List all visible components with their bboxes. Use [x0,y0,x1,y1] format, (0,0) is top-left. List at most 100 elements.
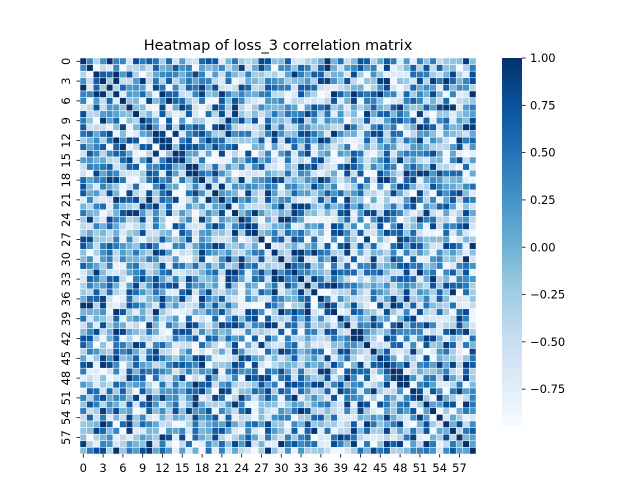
heatmap-cell [455,407,464,415]
heatmap-cell [152,334,160,343]
heatmap-cell [264,361,272,369]
heatmap-cell [422,387,431,395]
heatmap-cell [343,387,351,395]
heatmap-cell [403,57,411,65]
heatmap-cell [436,387,444,395]
heatmap-cell [112,414,120,422]
heatmap-cell [455,189,464,197]
heatmap-cell [271,348,279,356]
heatmap-cell [284,348,292,356]
heatmap-cell [330,103,338,112]
heatmap-cell [191,77,200,85]
heatmap-cell [449,209,457,217]
heatmap-cell [198,64,206,72]
y-tick-label: 12 [59,133,73,148]
heatmap-cell [112,150,120,158]
heatmap-cell [191,341,200,349]
heatmap-cell [277,447,285,455]
heatmap-cell [317,414,325,422]
heatmap-cell [376,374,384,382]
heatmap-cell [238,275,246,283]
heatmap-cell [125,57,134,65]
heatmap-cell [244,242,252,250]
heatmap-cell [416,163,424,171]
heatmap-cell [383,229,391,237]
heatmap-cell [178,361,186,369]
heatmap-cell [79,216,87,224]
heatmap-cell [449,354,457,362]
heatmap-cell [436,334,444,343]
heatmap-cell [211,189,219,197]
heatmap-cell [271,321,279,329]
heatmap-cell [284,176,292,184]
heatmap-cell [92,143,101,151]
heatmap-cell [92,123,101,131]
heatmap-cell [139,381,147,389]
heatmap-cell [271,64,279,72]
heatmap-cell [92,209,101,217]
heatmap-cell [409,136,417,145]
heatmap-cell [139,183,147,191]
heatmap-cell [376,420,384,428]
heatmap-cell [231,433,239,442]
heatmap-cell [165,367,173,376]
heatmap-cell [449,77,457,85]
heatmap-cell [251,427,259,435]
heatmap-cell [370,117,378,125]
heatmap-cell [238,249,246,257]
heatmap-cell [139,130,147,138]
heatmap-cell [363,202,371,211]
heatmap-cell [244,334,252,343]
heatmap-cell [409,328,417,336]
heatmap-cell [396,70,404,79]
heatmap-cell [284,183,292,191]
heatmap-cell [442,103,450,112]
heatmap-cell [264,354,272,362]
heatmap-cell [376,348,384,356]
heatmap-cell [99,275,107,283]
heatmap-cell [297,242,305,250]
heatmap-cell [337,196,345,204]
heatmap-cell [92,440,101,448]
heatmap-cell [323,163,332,171]
heatmap-cell [277,315,285,323]
heatmap-cell [139,420,147,428]
heatmap-cell [198,328,206,336]
heatmap-cell [257,381,266,389]
heatmap-cell [132,196,140,204]
heatmap-cell [297,84,305,92]
heatmap-cell [449,262,457,270]
heatmap-cell [231,176,239,184]
heatmap-cell [86,242,94,250]
heatmap-cell [409,84,417,92]
heatmap-cell [257,348,266,356]
heatmap-cell [218,222,226,230]
heatmap-cell [92,427,101,435]
heatmap-cell [224,394,233,402]
heatmap-cell [356,176,365,184]
heatmap-cell [449,169,457,178]
heatmap-cell [310,440,318,448]
heatmap-cell [271,97,279,105]
heatmap-cell [422,374,431,382]
heatmap-cell [92,202,101,211]
heatmap-cell [205,328,213,336]
heatmap-cell [383,288,391,296]
heatmap-cell [363,440,371,448]
heatmap-cell [277,156,285,164]
heatmap-cell [178,374,186,382]
heatmap-cell [165,381,173,389]
heatmap-cell [86,348,94,356]
heatmap-cell [132,308,140,316]
heatmap-cell [224,381,233,389]
heatmap-cell [244,229,252,237]
heatmap-cell [271,176,279,184]
heatmap-cell [257,301,266,310]
heatmap-cell [191,150,200,158]
heatmap-cell [323,414,332,422]
heatmap-cell [429,209,437,217]
heatmap-cell [79,77,87,85]
heatmap-cell [271,249,279,257]
heatmap-cell [198,394,206,402]
heatmap-cell [363,189,371,197]
